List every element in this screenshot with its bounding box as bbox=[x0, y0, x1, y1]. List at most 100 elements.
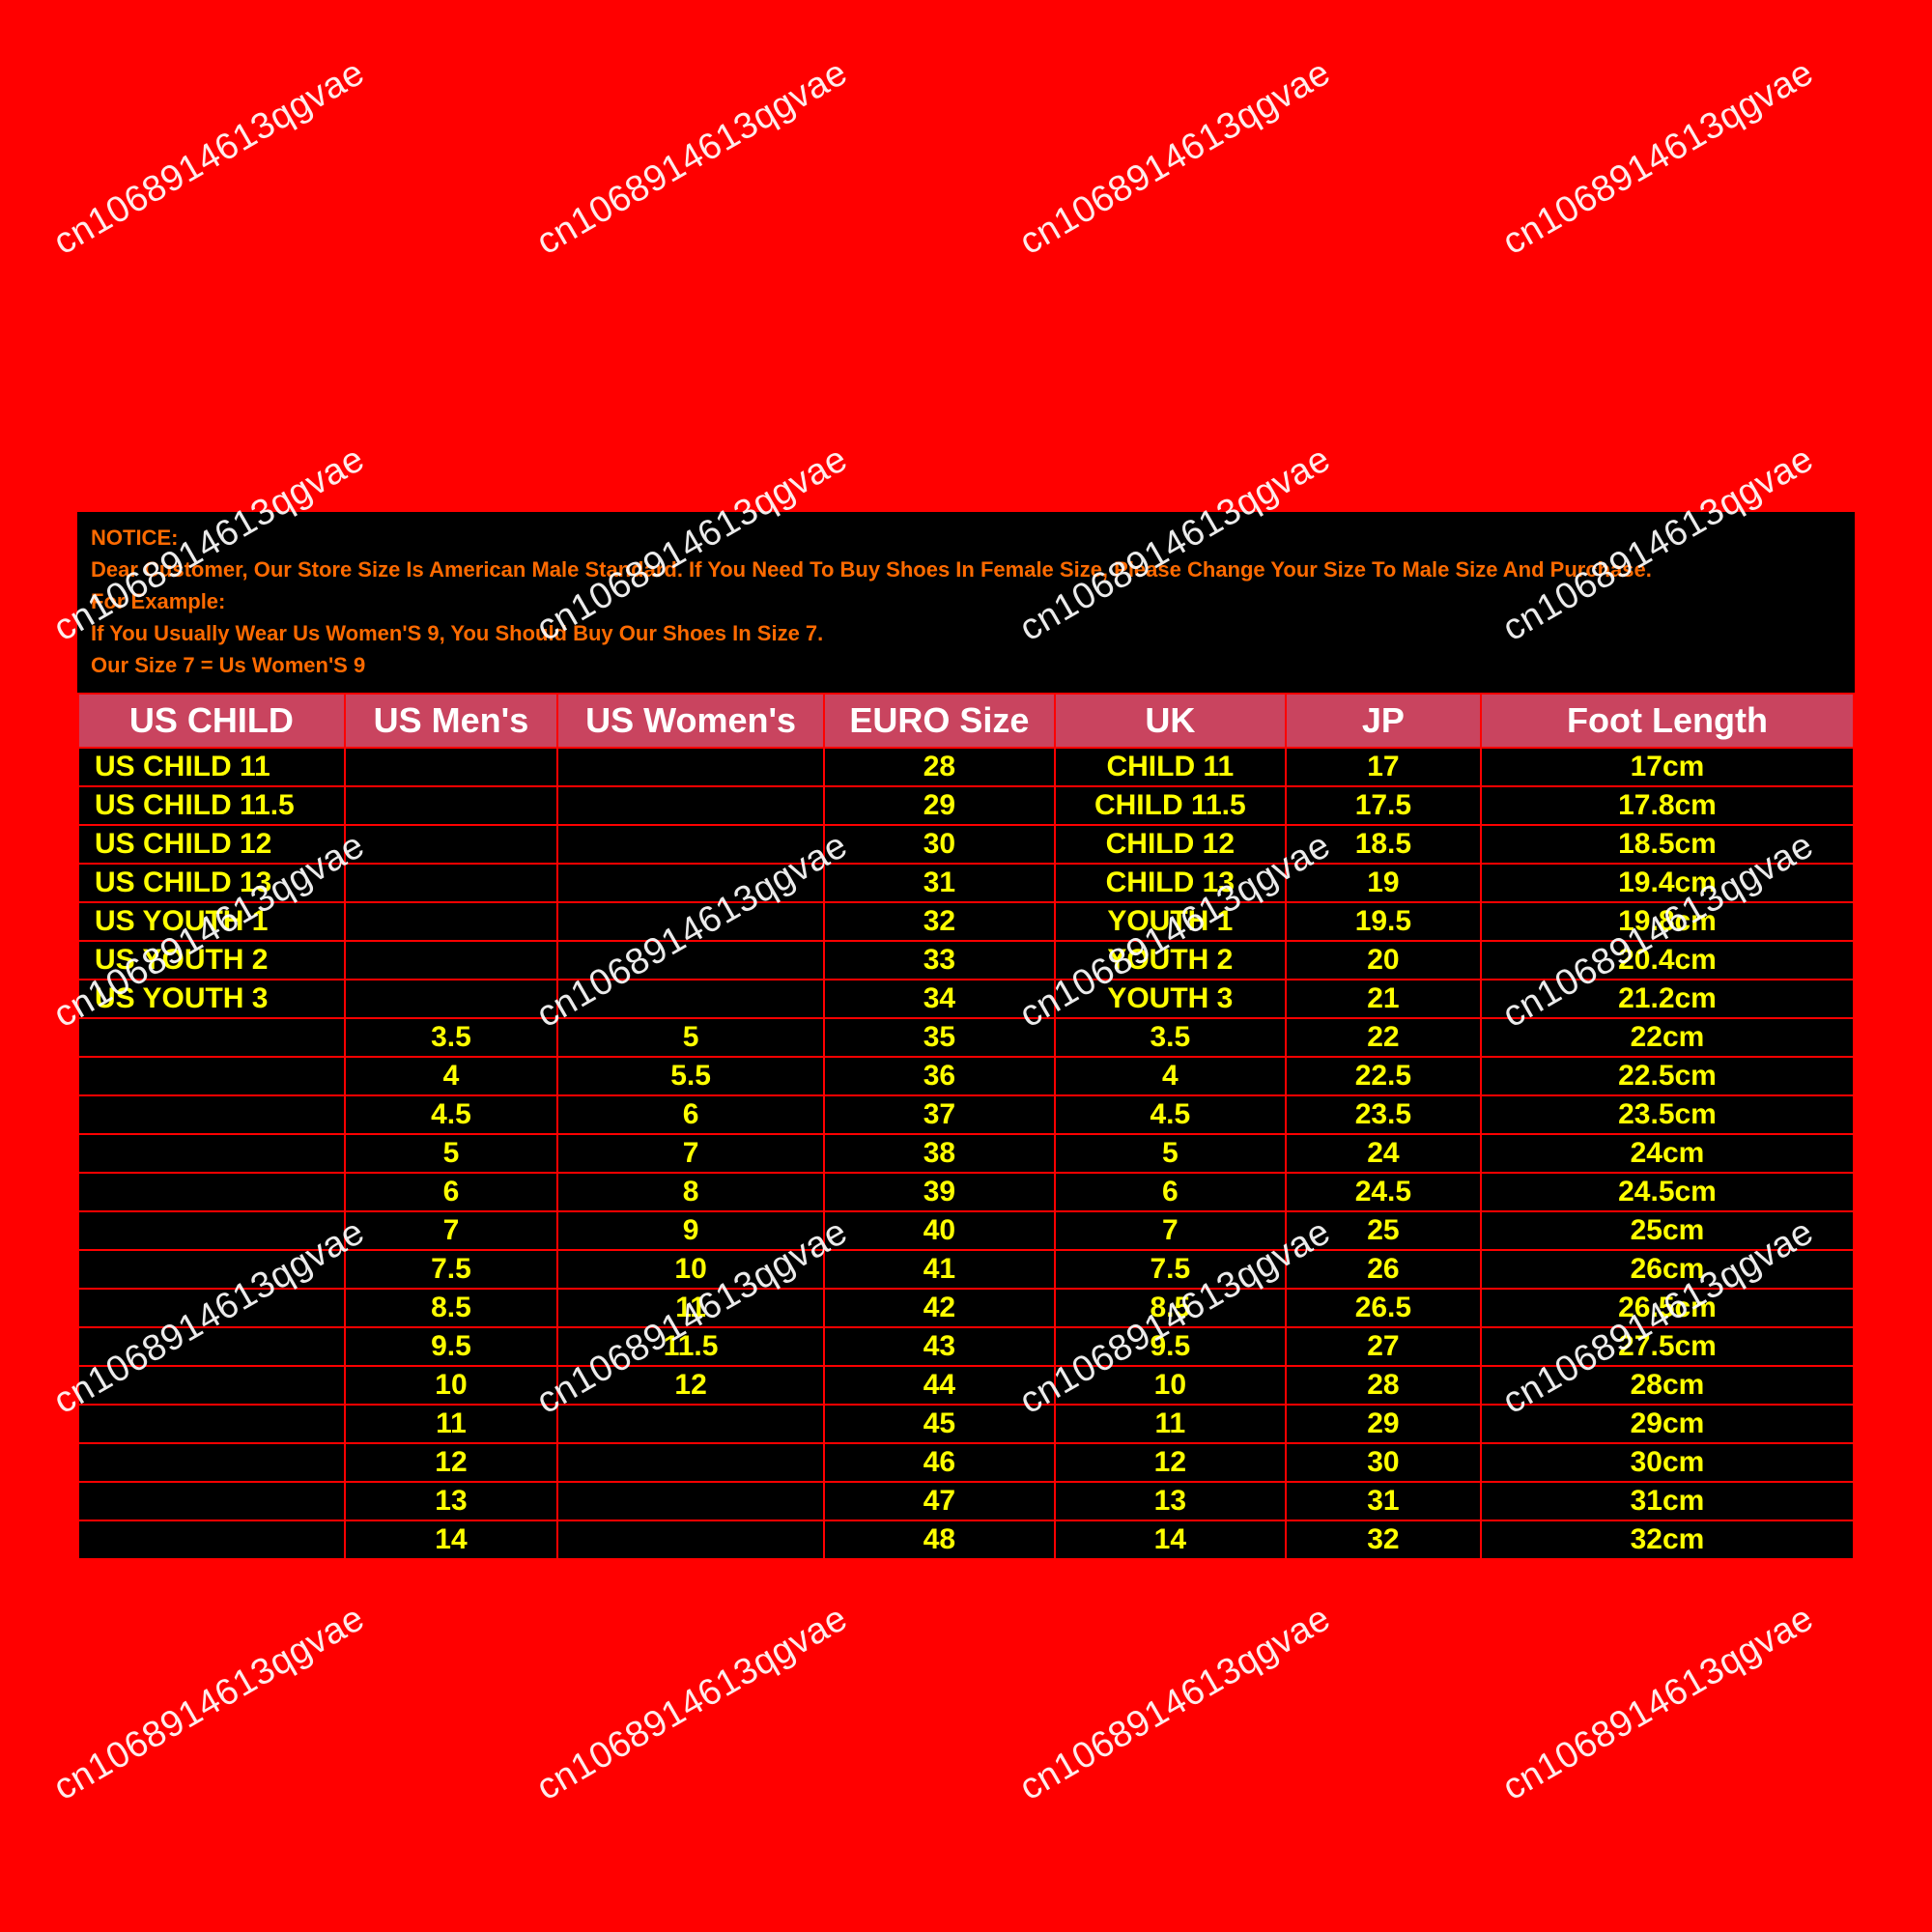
table-row: US CHILD 1128CHILD 111717cm bbox=[78, 748, 1854, 786]
table-cell: 30cm bbox=[1481, 1443, 1854, 1482]
table-cell bbox=[78, 1443, 345, 1482]
table-cell: YOUTH 3 bbox=[1055, 980, 1286, 1018]
table-cell: 17 bbox=[1286, 748, 1481, 786]
table-cell: 31 bbox=[824, 864, 1055, 902]
table-cell: 32 bbox=[1286, 1520, 1481, 1559]
table-cell: 9.5 bbox=[345, 1327, 558, 1366]
table-cell: 23.5cm bbox=[1481, 1095, 1854, 1134]
table-cell bbox=[78, 1366, 345, 1405]
table-cell: 4.5 bbox=[345, 1095, 558, 1134]
table-cell bbox=[345, 825, 558, 864]
notice-line2: For Example: bbox=[91, 585, 1841, 617]
table-cell: 6 bbox=[1055, 1173, 1286, 1211]
table-cell: 41 bbox=[824, 1250, 1055, 1289]
table-cell: 11.5 bbox=[557, 1327, 824, 1366]
table-cell: 28 bbox=[1286, 1366, 1481, 1405]
table-cell: 24 bbox=[1286, 1134, 1481, 1173]
table-cell: 7.5 bbox=[1055, 1250, 1286, 1289]
table-cell: US YOUTH 2 bbox=[78, 941, 345, 980]
table-cell: 21 bbox=[1286, 980, 1481, 1018]
table-cell bbox=[345, 864, 558, 902]
table-header-cell: UK bbox=[1055, 694, 1286, 748]
table-row: 3.55353.52222cm bbox=[78, 1018, 1854, 1057]
table-cell: 9 bbox=[557, 1211, 824, 1250]
table-cell: 7 bbox=[557, 1134, 824, 1173]
table-cell: 31cm bbox=[1481, 1482, 1854, 1520]
table-row: 9.511.5439.52727.5cm bbox=[78, 1327, 1854, 1366]
table-cell: US YOUTH 1 bbox=[78, 902, 345, 941]
table-cell: CHILD 12 bbox=[1055, 825, 1286, 864]
table-cell: 17cm bbox=[1481, 748, 1854, 786]
table-cell: 18.5cm bbox=[1481, 825, 1854, 864]
table-cell: 24cm bbox=[1481, 1134, 1854, 1173]
notice-line4: Our Size 7 = Us Women'S 9 bbox=[91, 649, 1841, 681]
table-cell: 34 bbox=[824, 980, 1055, 1018]
table-cell: 7 bbox=[345, 1211, 558, 1250]
table-row: 1347133131cm bbox=[78, 1482, 1854, 1520]
table-row: 8.511428.526.526.5cm bbox=[78, 1289, 1854, 1327]
table-cell: 47 bbox=[824, 1482, 1055, 1520]
table-cell: 12 bbox=[1055, 1443, 1286, 1482]
table-cell: 39 bbox=[824, 1173, 1055, 1211]
table-cell: 10 bbox=[557, 1250, 824, 1289]
table-cell bbox=[557, 748, 824, 786]
table-cell: 26 bbox=[1286, 1250, 1481, 1289]
table-cell: 44 bbox=[824, 1366, 1055, 1405]
table-cell bbox=[345, 941, 558, 980]
table-cell bbox=[557, 941, 824, 980]
table-cell: 10 bbox=[1055, 1366, 1286, 1405]
table-row: 1246123030cm bbox=[78, 1443, 1854, 1482]
table-cell: 5 bbox=[345, 1134, 558, 1173]
table-cell bbox=[78, 1095, 345, 1134]
table-cell: 33 bbox=[824, 941, 1055, 980]
table-cell: US CHILD 11.5 bbox=[78, 786, 345, 825]
table-cell: 4.5 bbox=[1055, 1095, 1286, 1134]
table-cell: 13 bbox=[1055, 1482, 1286, 1520]
table-header-cell: US Women's bbox=[557, 694, 824, 748]
table-row: 1448143232cm bbox=[78, 1520, 1854, 1559]
table-cell: 36 bbox=[824, 1057, 1055, 1095]
table-row: 101244102828cm bbox=[78, 1366, 1854, 1405]
table-cell: 40 bbox=[824, 1211, 1055, 1250]
table-cell: CHILD 13 bbox=[1055, 864, 1286, 902]
table-cell: 28cm bbox=[1481, 1366, 1854, 1405]
table-cell: 29 bbox=[824, 786, 1055, 825]
table-cell: 8.5 bbox=[345, 1289, 558, 1327]
table-header-cell: US Men's bbox=[345, 694, 558, 748]
table-cell bbox=[78, 1211, 345, 1250]
table-cell bbox=[557, 902, 824, 941]
table-cell: 26.5cm bbox=[1481, 1289, 1854, 1327]
table-row: 7.510417.52626cm bbox=[78, 1250, 1854, 1289]
table-cell: 32 bbox=[824, 902, 1055, 941]
table-cell: 35 bbox=[824, 1018, 1055, 1057]
table-cell bbox=[78, 1173, 345, 1211]
table-cell bbox=[78, 1405, 345, 1443]
table-cell: 20 bbox=[1286, 941, 1481, 980]
notice-title: NOTICE: bbox=[91, 522, 1841, 554]
table-cell: 30 bbox=[1286, 1443, 1481, 1482]
table-cell bbox=[78, 1520, 345, 1559]
table-header-cell: JP bbox=[1286, 694, 1481, 748]
table-cell bbox=[78, 1018, 345, 1057]
table-cell: 20.4cm bbox=[1481, 941, 1854, 980]
table-cell: 25cm bbox=[1481, 1211, 1854, 1250]
table-cell: 5 bbox=[1055, 1134, 1286, 1173]
table-cell bbox=[557, 786, 824, 825]
table-cell: 46 bbox=[824, 1443, 1055, 1482]
size-table: US CHILDUS Men'sUS Women'sEURO SizeUKJPF… bbox=[77, 693, 1855, 1560]
table-cell: 27 bbox=[1286, 1327, 1481, 1366]
notice-line3: If You Usually Wear Us Women'S 9, You Sh… bbox=[91, 617, 1841, 649]
notice-block: NOTICE: Dear Customer, Our Store Size Is… bbox=[77, 512, 1855, 693]
table-cell bbox=[78, 1250, 345, 1289]
table-cell bbox=[557, 1520, 824, 1559]
watermark-text: cn1068914613qgvae bbox=[47, 52, 372, 264]
table-cell bbox=[557, 864, 824, 902]
table-cell: 13 bbox=[345, 1482, 558, 1520]
table-cell: US CHILD 12 bbox=[78, 825, 345, 864]
table-cell: 42 bbox=[824, 1289, 1055, 1327]
table-row: US YOUTH 233YOUTH 22020.4cm bbox=[78, 941, 1854, 980]
table-header-row: US CHILDUS Men'sUS Women'sEURO SizeUKJPF… bbox=[78, 694, 1854, 748]
table-cell: 4 bbox=[345, 1057, 558, 1095]
table-cell: 24.5 bbox=[1286, 1173, 1481, 1211]
table-cell: 19.4cm bbox=[1481, 864, 1854, 902]
